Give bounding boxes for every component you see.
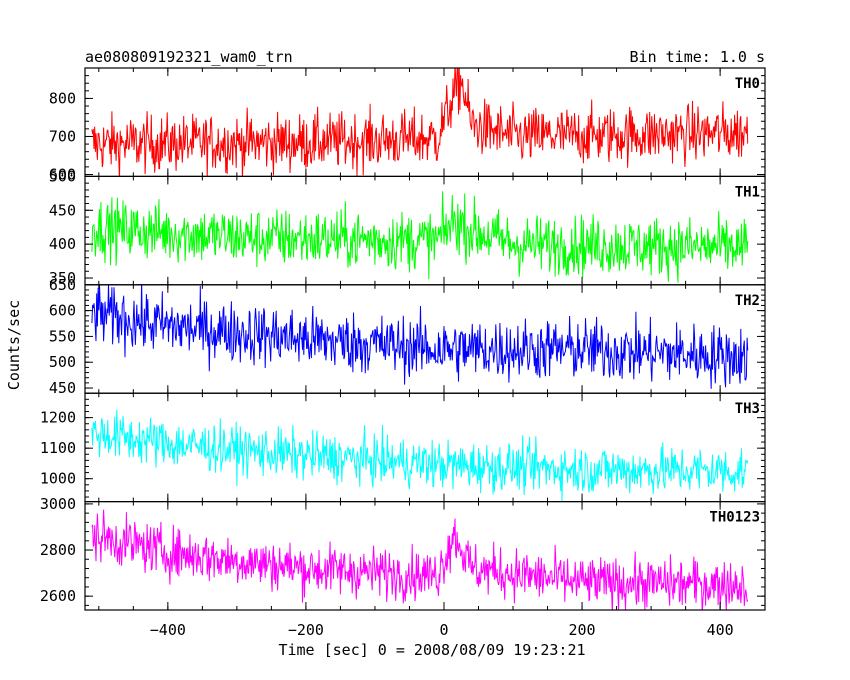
chart-title: ae080809192321_wam0_trn bbox=[85, 48, 293, 66]
panel-label-th0123: TH0123 bbox=[709, 510, 760, 526]
y-tick-label: 500 bbox=[49, 353, 76, 371]
y-tick-label: 400 bbox=[49, 235, 76, 253]
y-tick-label: 350 bbox=[49, 269, 76, 287]
y-tick-label: 800 bbox=[49, 89, 76, 107]
x-tick-label: 200 bbox=[569, 621, 596, 639]
y-tick-label: 1200 bbox=[40, 409, 76, 427]
series-line-th0 bbox=[91, 68, 749, 177]
y-tick-label: 550 bbox=[49, 327, 76, 345]
x-tick-label: −400 bbox=[150, 621, 186, 639]
y-tick-label: 1000 bbox=[40, 470, 76, 488]
x-axis-label: Time [sec] 0 = 2008/08/09 19:23:21 bbox=[278, 641, 585, 659]
x-tick-label: −200 bbox=[288, 621, 324, 639]
panel-frame-th0 bbox=[84, 67, 766, 178]
y-tick-label: 1100 bbox=[40, 439, 76, 457]
panel-label-th0: TH0 bbox=[735, 76, 760, 92]
y-tick-label: 450 bbox=[49, 201, 76, 219]
panel-frame-th0123 bbox=[84, 501, 766, 611]
y-tick-label: 650 bbox=[49, 276, 76, 294]
series-line-th1 bbox=[91, 191, 749, 283]
x-tick-label: 400 bbox=[707, 621, 734, 639]
panels-group: TH0 600 700 800 TH1 350 400 450 500 TH2 450 500 550 6… bbox=[40, 67, 766, 639]
y-tick-label: 500 bbox=[49, 167, 76, 185]
bin-time-label: Bin time: 1.0 s bbox=[630, 48, 765, 66]
y-tick-label: 600 bbox=[49, 165, 76, 183]
y-tick-label: 2800 bbox=[40, 541, 76, 559]
y-tick-label: 700 bbox=[49, 127, 76, 145]
y-tick-label: 600 bbox=[49, 302, 76, 320]
panel-label-th2: TH2 bbox=[735, 293, 760, 309]
panel-label-th1: TH1 bbox=[735, 184, 760, 200]
y-axis-label: Counts/sec bbox=[5, 300, 23, 390]
series-line-th2 bbox=[91, 284, 749, 389]
series-line-th3 bbox=[91, 409, 749, 502]
series-line-th0123 bbox=[91, 509, 749, 611]
y-tick-label: 2600 bbox=[40, 587, 76, 605]
y-tick-label: 450 bbox=[49, 379, 76, 397]
x-tick-label: 0 bbox=[439, 621, 448, 639]
panel-label-th3: TH3 bbox=[735, 401, 760, 417]
y-tick-label: 3000 bbox=[40, 495, 76, 513]
